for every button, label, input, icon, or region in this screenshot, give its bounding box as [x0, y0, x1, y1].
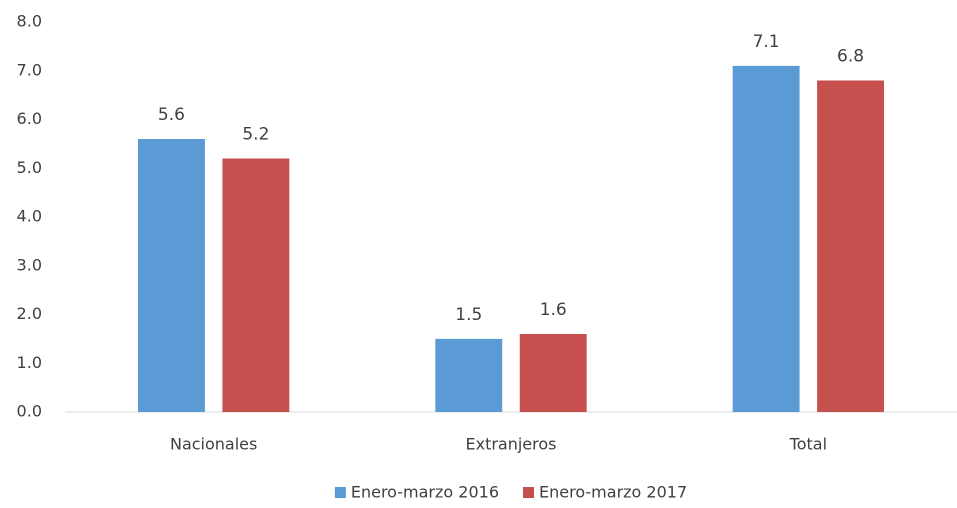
data-label: 7.1: [753, 32, 780, 52]
x-tick-label: Total: [789, 435, 827, 454]
legend-swatch: [523, 487, 534, 498]
bar: [222, 158, 290, 412]
bar: [817, 80, 885, 412]
legend-label: Enero-marzo 2017: [539, 483, 687, 502]
data-label: 1.6: [540, 300, 567, 320]
y-tick-label: 3.0: [17, 255, 42, 274]
y-tick-label: 2.0: [17, 304, 42, 323]
legend-swatch: [334, 487, 346, 498]
data-label: 5.2: [242, 125, 269, 145]
bar: [137, 139, 205, 412]
y-tick-label: 0.0: [17, 402, 42, 421]
x-tick-label: Extranjeros: [465, 435, 556, 454]
data-label: 6.8: [837, 47, 864, 67]
y-tick-label: 1.0: [17, 353, 42, 372]
bar: [435, 338, 503, 412]
y-tick-label: 7.0: [17, 60, 42, 79]
x-tick-label: Nacionales: [170, 435, 257, 454]
bar: [519, 334, 587, 412]
data-label: 1.5: [455, 305, 482, 325]
y-tick-label: 8.0: [17, 12, 42, 31]
y-tick-label: 5.0: [17, 158, 42, 177]
data-label: 5.6: [158, 105, 185, 125]
legend: Enero-marzo 2016 Enero-marzo 2017: [334, 483, 687, 502]
legend-label: Enero-marzo 2016: [351, 483, 499, 502]
bar: [732, 65, 800, 412]
y-tick-label: 6.0: [17, 109, 42, 128]
y-tick-label: 4.0: [17, 207, 42, 226]
